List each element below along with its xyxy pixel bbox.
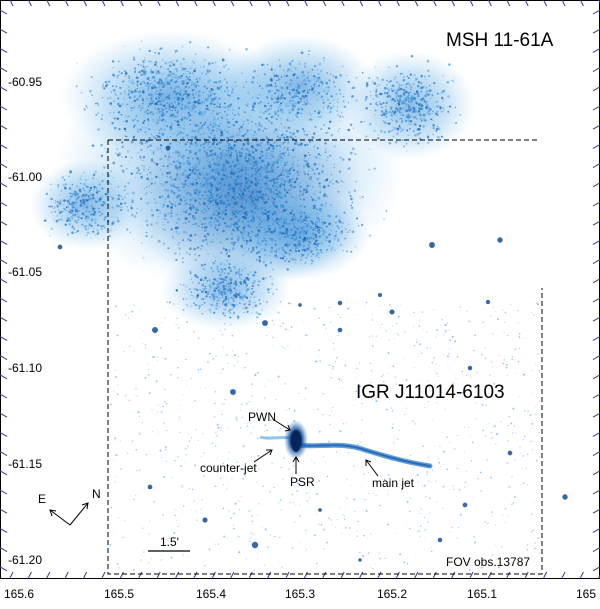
main-jet-label: main jet xyxy=(372,476,415,490)
point-sources xyxy=(57,145,568,562)
remnant-label: MSH 11-61A xyxy=(446,30,554,51)
ra-tick: 165.2 xyxy=(377,587,407,601)
source-label: IGR J11014-6103 xyxy=(356,382,505,403)
compass-north-label: N xyxy=(92,487,101,501)
ra-tick: 165 xyxy=(576,587,596,601)
dec-tick: -61.00 xyxy=(8,170,42,184)
annotation-arrows xyxy=(253,419,379,477)
pulsar-wind-nebula xyxy=(259,420,433,469)
psr-label: PSR xyxy=(290,475,315,489)
dec-tick: -61.10 xyxy=(8,361,42,375)
fov-outline xyxy=(107,139,543,575)
dec-axis-labels: -60.95 -61.00 -61.05 -61.10 -61.15 -61.2… xyxy=(8,75,42,567)
pwn-label: PWN xyxy=(248,410,276,424)
dec-tick: -60.95 xyxy=(8,75,42,89)
ra-tick: 165.5 xyxy=(104,587,134,601)
ra-tick: 165.6 xyxy=(4,587,34,601)
counter-jet-label: counter-jet xyxy=(200,461,257,475)
ra-tick: 165.4 xyxy=(196,587,226,601)
compass xyxy=(49,502,89,526)
dec-tick: -61.05 xyxy=(8,265,42,279)
ra-tick: 165.3 xyxy=(285,587,315,601)
remnant-emission xyxy=(30,30,475,330)
scale-bar-label: 1.5' xyxy=(160,535,179,549)
compass-east-label: E xyxy=(38,492,46,506)
fov-label: FOV obs.13787 xyxy=(446,555,530,569)
photon-speckle xyxy=(43,40,541,571)
dec-tick: -61.15 xyxy=(8,457,42,471)
ra-tick: 165.1 xyxy=(467,587,497,601)
dec-tick: -61.20 xyxy=(8,553,42,567)
ra-axis-labels: 165.6 165.5 165.4 165.3 165.2 165.1 165 xyxy=(4,587,596,601)
